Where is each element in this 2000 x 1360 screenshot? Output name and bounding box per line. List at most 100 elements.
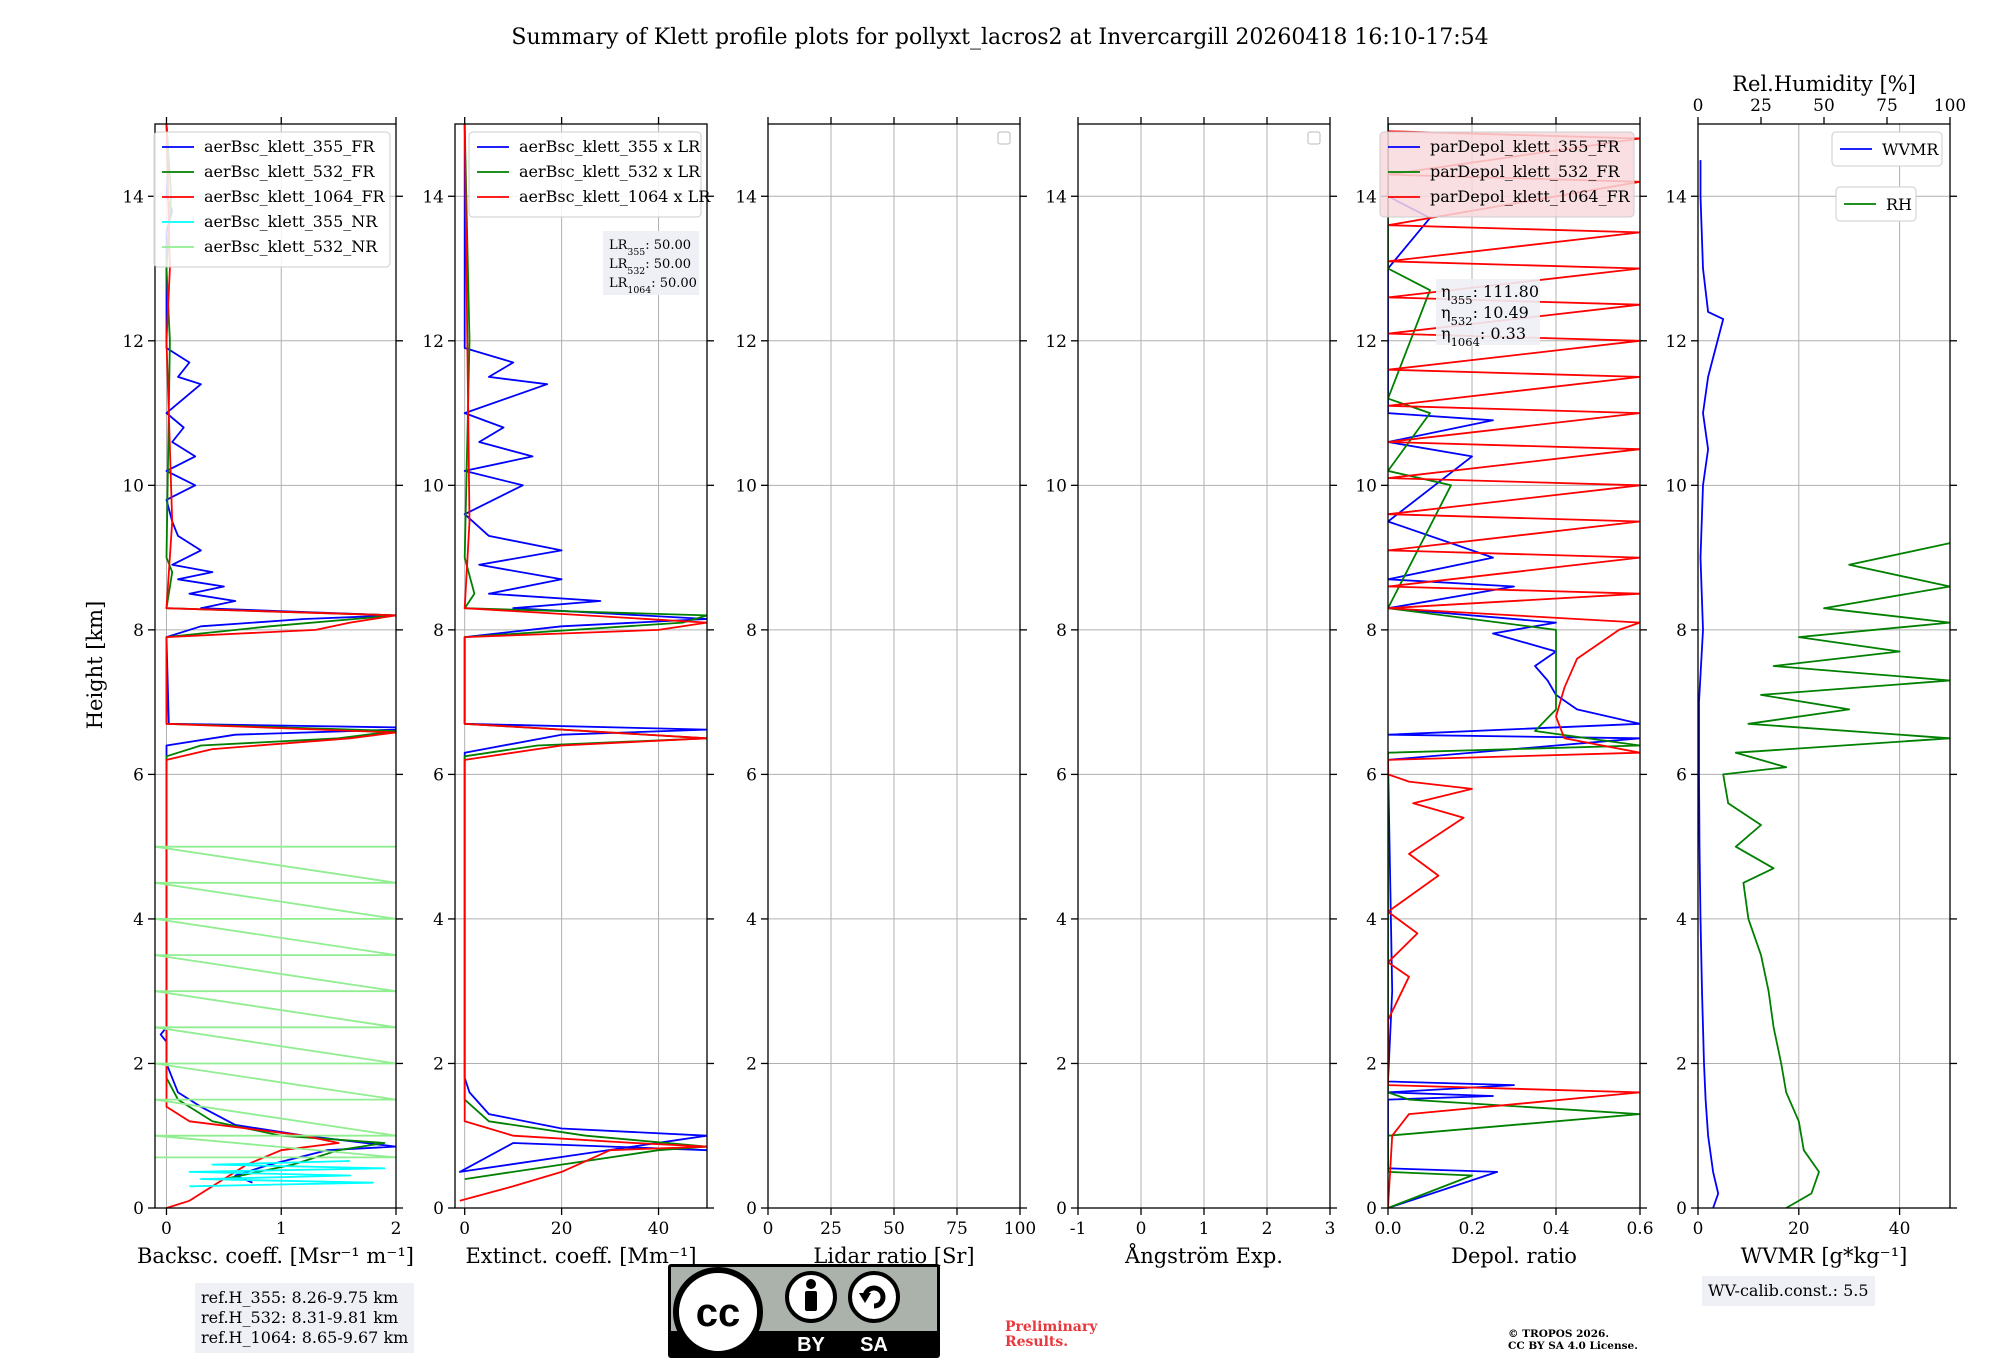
top-axis-label: Rel.Humidity [%] bbox=[1732, 72, 1916, 96]
y-tick-label: 12 bbox=[422, 332, 444, 352]
y-tick-label: 6 bbox=[1056, 765, 1067, 785]
x-tick-label: 40 bbox=[1889, 1219, 1911, 1239]
y-tick-label: 10 bbox=[422, 476, 444, 496]
y-tick-label: 6 bbox=[133, 765, 144, 785]
y-tick-label: 6 bbox=[1676, 765, 1687, 785]
x-tick-label: 0 bbox=[763, 1219, 774, 1239]
annotation-text: η532: 10.49 bbox=[1441, 303, 1529, 328]
x-tick-label: 0 bbox=[459, 1219, 470, 1239]
y-tick-label: 8 bbox=[1366, 621, 1377, 641]
x-tick-label: 3 bbox=[1325, 1219, 1336, 1239]
y-tick-label: 8 bbox=[433, 621, 444, 641]
copyright-line-1: © TROPOS 2026. bbox=[1508, 1328, 1610, 1340]
y-tick-label: 12 bbox=[1045, 332, 1067, 352]
x-tick-label: 0 bbox=[161, 1219, 172, 1239]
y-tick-label: 12 bbox=[1355, 332, 1377, 352]
y-tick-label: 14 bbox=[1355, 187, 1377, 207]
y-tick-label: 8 bbox=[1056, 621, 1067, 641]
wv-calibration-box: WV-calib.const.: 5.5 bbox=[1702, 1276, 1875, 1306]
legend: parDepol_klett_355_FR parDepol_klett_532_… bbox=[1379, 131, 1635, 218]
y-tick-label: 0 bbox=[133, 1199, 144, 1219]
legend-entry: aerBsc_klett_355_NR bbox=[204, 212, 378, 231]
x-axis-label: Extinct. coeff. [Mm⁻¹] bbox=[465, 1244, 696, 1268]
y-tick-label: 4 bbox=[433, 910, 444, 930]
series-line-aerbsc-klett-355-x-lr bbox=[458, 124, 707, 1173]
sa-share-icon bbox=[848, 1271, 900, 1323]
preliminary-line-2: Results. bbox=[1005, 1334, 1069, 1350]
y-tick-label: 8 bbox=[133, 621, 144, 641]
cc-logo-icon bbox=[673, 1267, 763, 1357]
top-x-tick-label: 0 bbox=[1693, 96, 1704, 116]
y-tick-label: 4 bbox=[133, 910, 144, 930]
legend-box bbox=[1379, 131, 1635, 218]
ref-height-355: ref.H_355: 8.26-9.75 km bbox=[201, 1288, 399, 1307]
legend-wvmr: WVMR bbox=[1831, 131, 1943, 167]
series-line-pardepol-klett-355-fr bbox=[1388, 124, 1640, 1208]
legend-entry: aerBsc_klett_355_FR bbox=[204, 137, 375, 156]
y-tick-label: 12 bbox=[1665, 332, 1687, 352]
y-tick-label: 0 bbox=[433, 1199, 444, 1219]
y-axis-label: Height [km] bbox=[83, 601, 107, 730]
figure-title: Summary of Klett profile plots for polly… bbox=[511, 25, 1488, 50]
annotation-text: η355: 111.80 bbox=[1441, 282, 1539, 307]
legend: aerBsc_klett_355 x LR aerBsc_klett_532 x … bbox=[468, 131, 711, 218]
x-tick-label: 2 bbox=[1262, 1219, 1273, 1239]
y-tick-label: 0 bbox=[1366, 1199, 1377, 1219]
y-tick-label: 10 bbox=[735, 476, 757, 496]
x-tick-label: 100 bbox=[1004, 1219, 1036, 1239]
eta-bg bbox=[1436, 279, 1540, 345]
legend-rh: RH bbox=[1835, 186, 1917, 222]
y-tick-label: 14 bbox=[1045, 187, 1067, 207]
y-tick-label: 10 bbox=[1045, 476, 1067, 496]
copyright-line-2: CC BY SA 4.0 License. bbox=[1508, 1340, 1638, 1352]
legend-box bbox=[468, 131, 702, 218]
x-tick-label: 0 bbox=[1693, 1219, 1704, 1239]
y-tick-label: 10 bbox=[122, 476, 144, 496]
x-tick-label: 75 bbox=[946, 1219, 968, 1239]
ref-height-532: ref.H_532: 8.31-9.81 km bbox=[201, 1308, 399, 1327]
y-tick-label: 14 bbox=[735, 187, 757, 207]
x-tick-label: 20 bbox=[1788, 1219, 1810, 1239]
y-tick-label: 4 bbox=[1056, 910, 1067, 930]
lidar-ratio-bg bbox=[603, 231, 699, 295]
x-tick-label: 1 bbox=[276, 1219, 287, 1239]
legend-entry: parDepol_klett_532_FR bbox=[1430, 162, 1621, 181]
y-tick-label: 10 bbox=[1665, 476, 1687, 496]
x-tick-label: 50 bbox=[883, 1219, 905, 1239]
y-tick-label: 8 bbox=[746, 621, 757, 641]
y-tick-label: 14 bbox=[1665, 187, 1687, 207]
series-group bbox=[458, 124, 707, 1202]
annotation-text: LR1064: 50.00 bbox=[609, 276, 697, 296]
cc-emblem-text: cc bbox=[696, 1291, 741, 1335]
y-tick-label: 2 bbox=[433, 1054, 444, 1074]
annotation-text: LR355: 50.00 bbox=[609, 238, 691, 258]
wv-calibration-constant: WV-calib.const.: 5.5 bbox=[1708, 1281, 1869, 1300]
legend-entry: parDepol_klett_1064_FR bbox=[1430, 187, 1631, 206]
y-tick-label: 6 bbox=[1366, 765, 1377, 785]
legend-box bbox=[153, 131, 391, 268]
x-tick-label: 1 bbox=[1199, 1219, 1210, 1239]
panel-frame bbox=[1387, 123, 1641, 1209]
x-axis-label: WVMR [g*kg⁻¹] bbox=[1741, 1244, 1908, 1268]
y-tick-label: 2 bbox=[1366, 1054, 1377, 1074]
series-group bbox=[155, 124, 396, 1208]
x-axis-label: Backsc. coeff. [Msr⁻¹ m⁻¹] bbox=[137, 1244, 414, 1268]
x-tick-label: 0 bbox=[1136, 1219, 1147, 1239]
y-tick-label: 6 bbox=[746, 765, 757, 785]
copyright-note: © TROPOS 2026. CC BY SA 4.0 License. bbox=[1508, 1328, 1638, 1352]
x-tick-label: 20 bbox=[551, 1219, 573, 1239]
annotation-text: LR532: 50.00 bbox=[609, 257, 691, 277]
ref-height-1064: ref.H_1064: 8.65-9.67 km bbox=[201, 1328, 409, 1347]
x-tick-label: 0.2 bbox=[1458, 1219, 1485, 1239]
legend-entry: aerBsc_klett_355 x LR bbox=[519, 137, 701, 156]
y-tick-label: 0 bbox=[1056, 1199, 1067, 1219]
x-tick-label: 2 bbox=[391, 1219, 402, 1239]
top-x-tick-label: 25 bbox=[1750, 96, 1772, 116]
legend-entry: aerBsc_klett_1064_FR bbox=[204, 187, 386, 206]
top-x-tick-label: 75 bbox=[1876, 96, 1898, 116]
y-tick-label: 4 bbox=[1366, 910, 1377, 930]
legend-entry: aerBsc_klett_532_NR bbox=[204, 237, 378, 256]
